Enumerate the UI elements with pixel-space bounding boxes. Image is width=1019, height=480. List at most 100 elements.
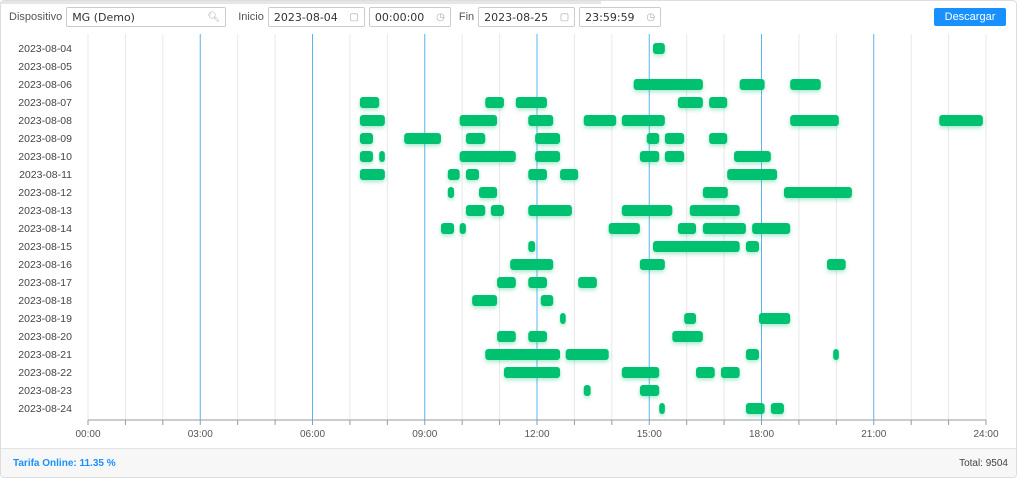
row-label: 2023-08-10 [18, 151, 72, 163]
activity-bar [404, 133, 441, 144]
activity-bar [528, 277, 547, 288]
activity-bar [621, 367, 660, 378]
row-label: 2023-08-08 [18, 115, 72, 127]
filter-toolbar: Dispositivo MG (Demo) 🔍︎ Inicio 2023-08-… [1, 6, 1016, 28]
activity-bar [540, 295, 554, 306]
activity-bar [510, 259, 554, 270]
footer: Tarifa Online: 11.35 % Total: 9504 [1, 448, 1016, 477]
start-label: Inicio [238, 11, 264, 23]
start-date-input[interactable]: 2023-08-04 ▢ [267, 7, 365, 27]
x-tick-label: 21:00 [861, 429, 886, 440]
row-label: 2023-08-23 [18, 385, 72, 397]
activity-bar [459, 223, 466, 234]
clock-icon: ◷ [646, 11, 656, 23]
activity-bar [608, 223, 640, 234]
activity-bar [490, 205, 504, 216]
activity-bar [560, 169, 579, 180]
activity-bar [621, 115, 665, 126]
activity-bar [485, 349, 561, 360]
row-label: 2023-08-13 [18, 205, 72, 217]
activity-bar [826, 259, 846, 270]
x-tick-label: 09:00 [412, 429, 437, 440]
clock-icon: ◷ [436, 11, 445, 23]
activity-bar [583, 115, 617, 126]
activity-bar [459, 151, 516, 162]
row-label: 2023-08-04 [18, 43, 72, 55]
row-label: 2023-08-18 [18, 295, 72, 307]
activity-bar [833, 349, 839, 360]
activity-bar [659, 403, 665, 414]
activity-bar [359, 115, 385, 126]
row-label: 2023-08-15 [18, 241, 72, 253]
activity-bar [528, 205, 572, 216]
end-time-value: 23:59:59 [585, 10, 635, 24]
end-date-input[interactable]: 2023-08-25 ▢ [478, 7, 576, 27]
x-tick-label: 06:00 [300, 429, 325, 440]
row-label: 2023-08-12 [18, 187, 72, 199]
activity-bar [677, 97, 703, 108]
activity-bar [560, 313, 566, 324]
activity-bar [664, 151, 685, 162]
activity-bar [447, 187, 455, 198]
timeline-chart: 00:00 03:00 06:00 09:00 12:00 15:00 18:00 21:00… [18, 34, 999, 440]
activity-bar [790, 115, 839, 126]
search-icon: 🔍︎ [207, 11, 221, 23]
device-select[interactable]: MG (Demo) 🔍︎ [66, 7, 227, 27]
activity-bar [465, 133, 486, 144]
top-divider [1, 1, 601, 4]
start-time-input[interactable]: 00:00:00 ◷ [368, 7, 451, 27]
activity-bar [709, 133, 728, 144]
device-value: MG (Demo) [72, 10, 135, 24]
activity-bar [528, 115, 554, 126]
row-label: 2023-08-05 [18, 61, 72, 73]
activity-bar [515, 97, 547, 108]
row-label: 2023-08-19 [18, 313, 72, 325]
activity-bar [652, 43, 665, 54]
activity-bar [578, 277, 597, 288]
calendar-icon: ▢ [559, 11, 570, 23]
activity-bar [485, 97, 504, 108]
tarifa-online: Tarifa Online: 11.35 % [13, 458, 116, 469]
row-label: 2023-08-17 [18, 277, 72, 289]
row-label: 2023-08-22 [18, 367, 72, 379]
activity-bar [503, 367, 561, 378]
activity-bar [745, 241, 760, 252]
activity-bar [472, 295, 498, 306]
activity-bar [479, 187, 498, 198]
activity-bar [565, 349, 609, 360]
activity-bar [535, 133, 561, 144]
activity-bar [646, 133, 660, 144]
activity-bar [702, 223, 746, 234]
activity-bar [664, 133, 685, 144]
activity-bar [440, 223, 455, 234]
activity-bar [465, 169, 480, 180]
activity-bar [535, 151, 561, 162]
x-tick-label: 24:00 [973, 429, 998, 440]
x-tick-label: 12:00 [524, 429, 549, 440]
activity-bar [359, 169, 385, 180]
end-time-input[interactable]: 23:59:59 ◷ [579, 7, 662, 27]
activity-bar [497, 331, 516, 342]
device-label: Dispositivo [9, 11, 63, 23]
activity-bar [770, 403, 784, 414]
activity-bar [745, 349, 760, 360]
row-label: 2023-08-21 [18, 349, 72, 361]
download-button[interactable]: Descargar [934, 8, 1006, 26]
activity-bar [583, 385, 591, 396]
activity-bar [752, 223, 791, 234]
x-tick-label: 03:00 [188, 429, 213, 440]
row-label: 2023-08-20 [18, 331, 72, 343]
calendar-icon: ▢ [349, 11, 359, 23]
activity-bar [359, 97, 380, 108]
activity-bar [709, 97, 728, 108]
activity-bar [783, 187, 852, 198]
activity-bar [639, 385, 660, 396]
row-label: 2023-08-09 [18, 133, 72, 145]
activity-bar [684, 313, 697, 324]
x-tick-label: 15:00 [637, 429, 662, 440]
activity-bar [528, 241, 536, 252]
activity-bar [639, 259, 665, 270]
activity-bar [696, 367, 715, 378]
activity-bar [447, 169, 460, 180]
